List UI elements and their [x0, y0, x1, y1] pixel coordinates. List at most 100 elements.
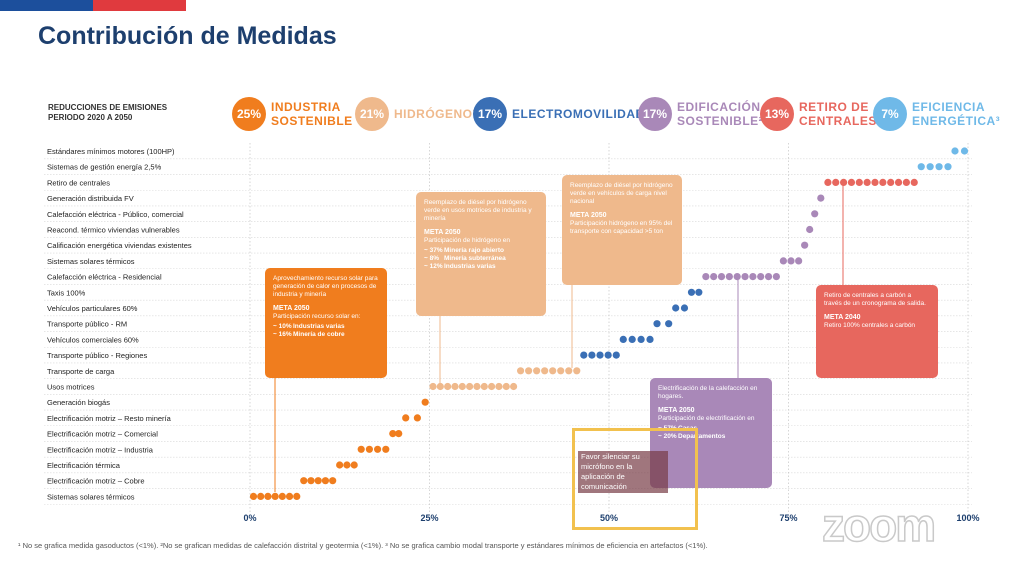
callout-meta: META 2050 — [570, 212, 607, 219]
data-dot — [757, 273, 765, 281]
data-dot — [257, 492, 265, 500]
callout-meta: META 2050 — [273, 305, 310, 312]
callout-text: Reemplazo de diésel por hidrógeno verde … — [570, 182, 673, 205]
row-label: Electrificación motriz – Resto minería — [47, 414, 172, 423]
data-dot — [413, 414, 421, 422]
data-dot — [429, 382, 437, 391]
x-tick-label: 25% — [420, 513, 438, 523]
callout-row: ~ 12% Industrias varias — [424, 263, 496, 270]
data-dot — [502, 382, 510, 391]
data-dot — [395, 430, 403, 438]
data-dot — [509, 382, 518, 391]
data-dot — [565, 367, 573, 375]
row-label: Calefacción eléctrica - Público, comerci… — [47, 210, 184, 219]
legend-item: 21% HIDRÓGENO¹ — [355, 94, 477, 134]
data-dot — [300, 477, 308, 485]
data-dot — [329, 477, 337, 485]
data-dot — [389, 430, 397, 438]
data-dot — [787, 257, 795, 265]
data-dot — [314, 477, 322, 485]
footnote: ¹ No se grafica medida gasoductos (<1%).… — [18, 541, 708, 550]
row-label: Vehículos particulares 60% — [47, 304, 138, 313]
data-dot — [604, 351, 612, 359]
data-dot — [817, 194, 825, 202]
data-dot — [580, 351, 588, 359]
data-dot — [516, 367, 525, 375]
data-dot — [926, 163, 934, 171]
callout-text: Electrificación de la calefacción en hog… — [658, 385, 758, 400]
row-label: Transporte público - RM — [47, 320, 127, 329]
data-dot — [436, 382, 444, 391]
data-dot — [855, 178, 863, 186]
callout-industria: Aprovechamiento recurso solar para gener… — [265, 268, 387, 378]
row-label: Taxis 100% — [47, 288, 86, 297]
data-dot — [421, 398, 429, 406]
row-label: Calificación energética viviendas existe… — [47, 241, 192, 250]
data-dot — [488, 382, 496, 391]
row-label: Retiro de centrales — [47, 178, 110, 187]
data-dot — [619, 335, 627, 343]
callout-meta: META 2050 — [424, 229, 461, 236]
callout-meta-sub: Participación de electrificación en — [658, 415, 755, 422]
callout-meta: META 2040 — [824, 314, 861, 321]
data-dot — [811, 210, 819, 218]
data-dot — [466, 382, 474, 391]
legend-percent: 17% — [638, 97, 672, 131]
data-dot — [612, 351, 620, 359]
data-dot — [525, 367, 533, 375]
data-dot — [839, 178, 848, 186]
x-tick-label: 75% — [779, 513, 797, 523]
data-dot — [473, 382, 481, 391]
row-label: Reacond. térmico viviendas vulnerables — [47, 226, 180, 235]
data-dot — [533, 367, 541, 375]
legend-label: RETIRO DE CENTRALES — [799, 100, 877, 128]
callout-text: Reemplazo de diésel por hidrógeno verde … — [424, 199, 532, 222]
legend-percent: 17% — [473, 97, 507, 131]
data-dot — [710, 273, 718, 281]
callout-meta-sub: Participación recurso solar en: — [273, 313, 361, 320]
data-dot — [557, 367, 565, 375]
overlay-note: Favor silenciar su micrófono en la aplic… — [578, 451, 668, 493]
data-dot — [573, 367, 581, 375]
data-dot — [695, 288, 703, 296]
data-dot — [382, 445, 390, 453]
data-dot — [596, 351, 604, 359]
data-dot — [801, 241, 809, 249]
data-dot — [879, 178, 887, 186]
data-dot — [795, 257, 803, 265]
data-dot — [264, 492, 272, 500]
data-dot — [458, 382, 466, 391]
data-dot — [863, 178, 871, 186]
data-dot — [343, 461, 351, 469]
legend-label: INDUSTRIA SOSTENIBLE — [271, 100, 353, 128]
data-dot — [350, 461, 358, 469]
data-dot — [824, 178, 832, 186]
x-tick-label: 100% — [956, 513, 979, 523]
highlight-box — [572, 428, 698, 530]
row-label: Electrificación motriz – Cobre — [47, 477, 145, 486]
data-dot — [749, 273, 757, 281]
chile-flag-stripe — [0, 0, 186, 11]
row-label: Transporte de carga — [47, 367, 115, 376]
callout-row: ~ 20% Departamentos — [658, 433, 726, 440]
row-label: Electrificación térmica — [47, 461, 121, 470]
data-dot — [402, 414, 410, 422]
chart-subtitle: REDUCCIONES DE EMISIONES PERIODO 2020 A … — [48, 103, 168, 122]
callout-row: ~ 8% Minería subterránea — [424, 255, 506, 262]
data-dot — [278, 492, 286, 500]
zoom-logo: zoom — [821, 498, 937, 552]
callout-hidrogeno-transporte: Reemplazo de diésel por hidrógeno verde … — [562, 175, 682, 285]
data-dot — [741, 273, 749, 281]
legend-percent: 25% — [232, 97, 266, 131]
data-dot — [725, 273, 733, 281]
data-dot — [541, 367, 549, 375]
data-dot — [917, 163, 925, 171]
data-dot — [628, 335, 636, 343]
data-dot — [935, 163, 943, 171]
legend-percent: 21% — [355, 97, 389, 131]
legend-item: 17% EDIFICACIÓN SOSTENIBLE² — [638, 94, 763, 134]
legend-item: 13% RETIRO DE CENTRALES — [760, 94, 877, 134]
callout-text: Aprovechamiento recurso solar para gener… — [273, 275, 378, 298]
callout-retiro-centrales: Retiro de centrales a carbón a través de… — [816, 285, 938, 378]
data-dot — [779, 257, 787, 265]
